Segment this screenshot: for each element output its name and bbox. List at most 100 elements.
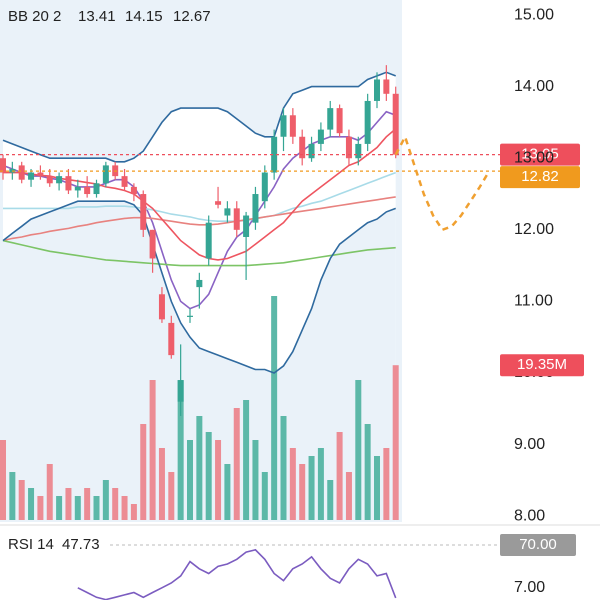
bb-mid-value: 13.41 — [78, 8, 116, 25]
candle-body — [74, 186, 81, 191]
volume-bar — [102, 480, 109, 520]
candle-body — [233, 208, 240, 230]
candle-body — [271, 136, 278, 173]
y-tick-label: 13.00 — [514, 149, 554, 166]
y-tick-label: 11.00 — [514, 293, 553, 310]
bollinger-line — [2, 200, 396, 374]
band-area — [3, 201, 396, 522]
candle-body — [177, 380, 184, 402]
candle-body — [243, 215, 250, 237]
candle-body — [364, 100, 371, 144]
volume-bar — [336, 432, 343, 520]
candle-body — [28, 172, 35, 180]
volume-bar — [18, 480, 25, 520]
candle-body — [93, 183, 100, 195]
forecast-line — [394, 133, 491, 232]
price-tag — [500, 166, 580, 189]
rsi-label: RSI 14 — [8, 536, 54, 553]
plot: 13.0512.8215.0014.0013.0012.0011.0010.00… — [0, 6, 584, 600]
candle-body — [327, 108, 334, 130]
volume-bar — [261, 472, 268, 520]
y-tick-label: 7.00 — [514, 579, 545, 596]
volume-tag-label: 19.35M — [517, 356, 567, 373]
volume-bar — [46, 464, 53, 520]
moving-average — [2, 239, 396, 267]
candle-body — [56, 176, 63, 184]
rsi-level-label: 70.00 — [519, 536, 557, 553]
candle-body — [187, 315, 193, 317]
volume-bar — [383, 448, 390, 520]
candle-body — [308, 143, 315, 159]
moving-average — [2, 196, 396, 242]
volume-bar — [84, 488, 91, 520]
candle-body — [224, 208, 231, 216]
candle-body — [158, 294, 165, 320]
volume-bar — [364, 424, 371, 520]
candle-body — [149, 229, 156, 259]
volume-bar — [355, 380, 362, 520]
y-tick-label: 12.00 — [514, 221, 554, 238]
volume-bar — [56, 496, 63, 520]
candle-body — [345, 136, 352, 159]
volume-bar — [9, 472, 16, 520]
volume-bar — [392, 365, 399, 520]
bb-lower-value: 12.67 — [173, 8, 211, 25]
y-tick-label: 15.00 — [514, 6, 554, 23]
candle-body — [46, 176, 53, 184]
volume-bar — [271, 296, 278, 520]
volume-bar — [130, 504, 137, 520]
candle-body — [355, 143, 362, 159]
candle-body — [140, 194, 147, 230]
rsi-line — [77, 548, 397, 600]
volume-bar — [280, 416, 287, 520]
candle-body — [289, 115, 296, 137]
candle-body — [336, 108, 343, 134]
rsi-value: 47.73 — [62, 536, 100, 553]
volume-bar — [93, 496, 100, 520]
volume-bar — [140, 424, 147, 520]
y-tick-label: 9.00 — [514, 436, 545, 453]
volume-bar — [196, 416, 203, 520]
price-tag-label: 13.05 — [521, 146, 559, 163]
y-tick-label: 8.00 — [514, 507, 545, 524]
candle-body — [130, 186, 137, 195]
volume-bar — [37, 496, 44, 520]
candle-body — [252, 194, 259, 223]
candle-body — [65, 176, 72, 191]
rsi-level-tag — [500, 534, 576, 556]
candle-body — [102, 165, 109, 184]
volume-bar — [121, 496, 128, 520]
volume-bar — [243, 400, 250, 520]
volume-bar — [168, 472, 175, 520]
bb-label: BB 20 2 — [8, 8, 61, 25]
y-tick-label: 14.00 — [514, 78, 554, 95]
volume-bar — [0, 440, 6, 520]
volume-bar — [345, 472, 352, 520]
volume-bar — [149, 380, 156, 520]
volume-tag — [500, 354, 584, 377]
volume-bar — [224, 464, 231, 520]
bb-upper-value: 14.15 — [125, 8, 163, 25]
volume-bar — [158, 448, 165, 520]
candle-body — [196, 279, 203, 288]
volume-bar — [327, 480, 334, 520]
volume-bar — [289, 448, 296, 520]
candle-body — [317, 129, 324, 144]
volume-bar — [317, 448, 324, 520]
candle-body — [392, 93, 399, 155]
volume-bar — [65, 488, 72, 520]
price-tag-label: 12.82 — [521, 168, 559, 185]
volume-bar — [112, 488, 119, 520]
candle-body — [37, 172, 44, 177]
candle-body — [299, 136, 306, 159]
candle-body — [215, 201, 222, 205]
volume-bar — [187, 440, 193, 520]
candle-body — [0, 158, 6, 173]
candle-body — [121, 176, 128, 187]
candle-body — [18, 165, 25, 180]
candle-body — [280, 115, 287, 137]
candle-body — [84, 186, 91, 195]
candle-body — [374, 79, 380, 101]
